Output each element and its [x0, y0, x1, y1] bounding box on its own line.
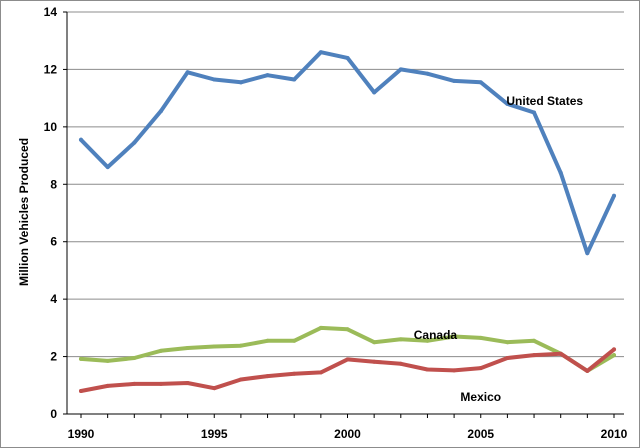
- point-canada-2006: [505, 340, 510, 345]
- y-axis-label: Million Vehicles Produced: [17, 138, 31, 286]
- point-united-states-1995: [212, 77, 217, 82]
- series-label-canada: Canada: [414, 328, 458, 342]
- point-mexico-2007: [532, 353, 537, 358]
- point-united-states-2010: [612, 193, 616, 198]
- series-lines: [79, 50, 616, 394]
- point-mexico-1998: [292, 371, 297, 376]
- point-mexico-2009: [585, 368, 590, 373]
- point-canada-1998: [292, 338, 297, 343]
- point-united-states-2007: [532, 110, 537, 115]
- point-canada-2001: [372, 340, 377, 345]
- y-tick-label-3: 6: [50, 235, 57, 249]
- series-line-united-states: [79, 50, 616, 256]
- series-label-mexico: Mexico: [460, 390, 501, 404]
- x-tick-label-4: 2010: [601, 427, 628, 441]
- point-united-states-1992: [132, 140, 137, 145]
- series-labels: United States Canada Mexico: [414, 94, 584, 404]
- point-canada-1991: [105, 358, 110, 363]
- y-tick-label-7: 14: [44, 5, 58, 19]
- point-canada-1997: [265, 338, 270, 343]
- y-tick-labels: 0 2 4 6 8 10 12 14: [44, 5, 58, 421]
- point-united-states-2008: [558, 170, 563, 175]
- point-united-states-1990: [79, 137, 83, 142]
- y-tick-label-4: 8: [50, 177, 57, 191]
- point-mexico-2004: [452, 368, 457, 373]
- point-united-states-2000: [345, 55, 350, 60]
- y-tick-label-1: 2: [50, 350, 57, 364]
- point-united-states-2003: [425, 71, 430, 76]
- point-mexico-1996: [238, 377, 243, 382]
- point-united-states-1991: [105, 165, 110, 170]
- point-mexico-1995: [212, 386, 217, 391]
- point-canada-2003: [425, 338, 430, 343]
- x-tick-label-0: 1990: [68, 427, 95, 441]
- point-mexico-1993: [158, 381, 163, 386]
- point-mexico-2002: [398, 361, 403, 366]
- point-united-states-1998: [292, 77, 297, 82]
- point-canada-1993: [158, 348, 163, 353]
- point-canada-2000: [345, 327, 350, 332]
- point-mexico-2005: [478, 366, 483, 371]
- axes: [63, 11, 624, 418]
- point-canada-1999: [318, 325, 323, 330]
- point-canada-2010: [612, 353, 616, 358]
- point-mexico-1994: [185, 380, 190, 385]
- point-canada-2005: [478, 335, 483, 340]
- point-united-states-1993: [158, 109, 163, 114]
- point-united-states-2001: [372, 90, 377, 95]
- point-united-states-2006: [505, 101, 510, 106]
- x-tick-label-3: 2005: [467, 427, 494, 441]
- point-canada-1996: [238, 343, 243, 348]
- point-mexico-2000: [345, 357, 350, 362]
- point-mexico-2008: [558, 351, 563, 356]
- point-united-states-2002: [398, 67, 403, 72]
- x-tick-labels: 1990 1995 2000 2005 2010: [68, 427, 628, 441]
- point-united-states-2004: [452, 78, 457, 83]
- point-united-states-1999: [318, 50, 323, 55]
- point-united-states-2005: [478, 80, 483, 85]
- point-mexico-1990: [79, 389, 83, 394]
- point-mexico-1999: [318, 370, 323, 375]
- point-united-states-2009: [585, 251, 590, 256]
- point-mexico-2010: [612, 347, 616, 352]
- point-canada-2007: [532, 338, 537, 343]
- point-united-states-1996: [238, 80, 243, 85]
- point-mexico-1992: [132, 381, 137, 386]
- x-tick-label-1: 1995: [201, 427, 228, 441]
- grid-lines: [67, 11, 624, 358]
- point-canada-1995: [212, 344, 217, 349]
- y-tick-label-0: 0: [50, 407, 57, 421]
- point-canada-2002: [398, 337, 403, 342]
- point-mexico-2001: [372, 359, 377, 364]
- point-mexico-1997: [265, 374, 270, 379]
- point-mexico-2003: [425, 367, 430, 372]
- point-canada-1990: [79, 356, 83, 361]
- point-canada-1994: [185, 345, 190, 350]
- point-canada-2004: [452, 334, 457, 339]
- y-tick-label-6: 12: [44, 62, 58, 76]
- point-mexico-1991: [105, 383, 110, 388]
- point-canada-1992: [132, 356, 137, 361]
- series-label-united-states: United States: [506, 94, 583, 108]
- x-tick-label-2: 2000: [334, 427, 361, 441]
- point-united-states-1994: [185, 70, 190, 75]
- y-tick-label-2: 4: [50, 292, 57, 306]
- point-united-states-1997: [265, 73, 270, 78]
- point-mexico-2006: [505, 356, 510, 361]
- y-tick-label-5: 10: [44, 120, 58, 134]
